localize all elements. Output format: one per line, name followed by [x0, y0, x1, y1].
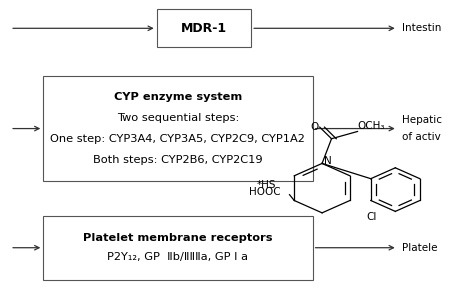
Text: Platelet membrane receptors: Platelet membrane receptors	[83, 233, 273, 243]
Text: HOOC: HOOC	[249, 187, 281, 197]
Text: O: O	[310, 122, 319, 132]
Text: P2Y₁₂, GP  Ⅱb/ⅡⅡⅡa, GP Ⅰ a: P2Y₁₂, GP Ⅱb/ⅡⅡⅡa, GP Ⅰ a	[108, 252, 248, 262]
FancyBboxPatch shape	[156, 9, 251, 47]
Text: Two sequential steps:: Two sequential steps:	[117, 113, 239, 123]
Text: CYP enzyme system: CYP enzyme system	[114, 92, 242, 102]
Text: Cl: Cl	[366, 212, 377, 222]
Text: N: N	[324, 156, 332, 166]
Text: Hepatic: Hepatic	[402, 115, 442, 125]
Text: *HS: *HS	[256, 180, 276, 190]
Text: One step: CYP3A4, CYP3A5, CYP2C9, CYP1A2: One step: CYP3A4, CYP3A5, CYP2C9, CYP1A2	[51, 134, 305, 144]
Text: Both steps: CYP2B6, CYP2C19: Both steps: CYP2B6, CYP2C19	[93, 155, 263, 165]
FancyBboxPatch shape	[43, 216, 313, 280]
Text: MDR-1: MDR-1	[181, 22, 227, 35]
Text: Intestin: Intestin	[402, 23, 442, 33]
FancyBboxPatch shape	[43, 76, 313, 181]
Text: OCH₃: OCH₃	[357, 121, 385, 131]
Text: of activ: of activ	[402, 132, 441, 142]
Text: Platele: Platele	[402, 243, 438, 253]
